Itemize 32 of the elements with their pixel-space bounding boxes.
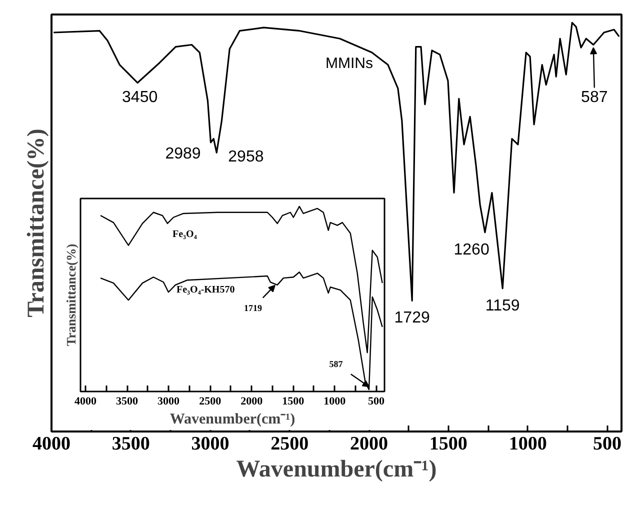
x-tick-label: 4000 — [32, 434, 70, 454]
x-tick-label: 2500 — [270, 434, 309, 454]
x-tick-label: 2000 — [350, 434, 388, 454]
x-tick-label: 3500 — [116, 396, 139, 408]
x-tick-label: 2500 — [199, 396, 222, 408]
annotation: 2989 — [165, 145, 201, 162]
x-tick-label: 1000 — [324, 396, 346, 408]
annotation: 3450 — [122, 88, 158, 106]
y-axis-title: Transmittance(%) — [64, 244, 78, 346]
x-axis-title: Wavenumber(cm⁻¹) — [236, 456, 437, 482]
x-tick-label: 3000 — [191, 434, 230, 454]
annotation: 1159 — [485, 297, 520, 314]
annotation: 587 — [581, 88, 608, 106]
annotation: 1729 — [394, 310, 430, 327]
x-tick-label: 1000 — [508, 434, 547, 454]
x-axis-title: Wavenumber(cm⁻¹) — [170, 412, 296, 428]
series-label: Fe₃O₄ — [172, 228, 197, 240]
x-tick-label: 3000 — [158, 396, 180, 408]
series-label: MMINs — [326, 55, 373, 72]
annotation: 1719 — [244, 303, 262, 314]
x-tick-label: 1500 — [282, 396, 305, 408]
x-tick-label: 1500 — [429, 434, 468, 454]
x-tick-label: 500 — [592, 434, 622, 454]
x-tick-label: 500 — [368, 396, 385, 408]
x-tick-label: 3500 — [112, 434, 150, 454]
x-tick-label: 4000 — [74, 396, 97, 408]
annotation: 2958 — [228, 148, 264, 166]
annotation: 1260 — [454, 241, 490, 258]
series-label: Fe₃O₄-KH570 — [176, 284, 235, 296]
annotation: 587 — [329, 358, 344, 369]
x-tick-label: 2000 — [240, 396, 264, 408]
y-axis-title: Transmittance(%) — [24, 128, 50, 318]
